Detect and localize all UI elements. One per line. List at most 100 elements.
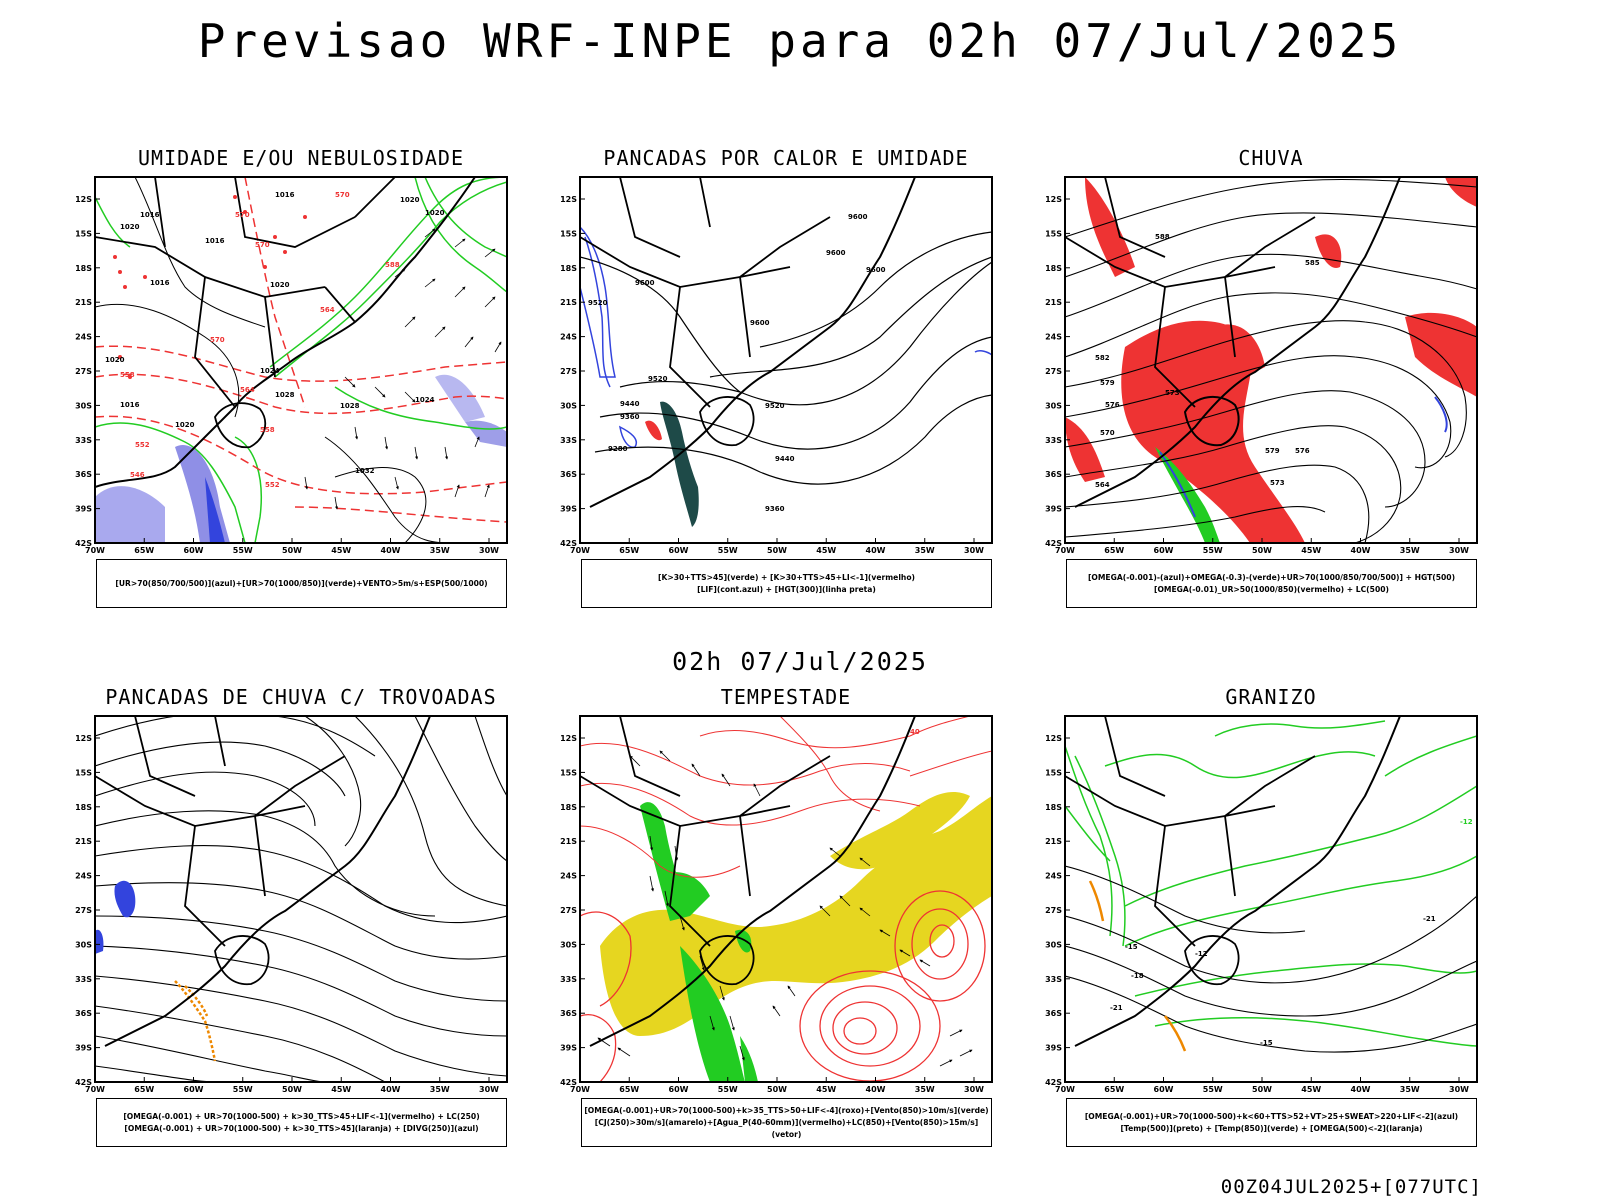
- svg-text:-21: -21: [1423, 915, 1436, 923]
- humidity-mid-levels: [465, 420, 507, 447]
- lat-tick-label: 39S: [1045, 1044, 1062, 1053]
- svg-text:564: 564: [1095, 481, 1110, 489]
- state-borders: [580, 177, 831, 408]
- hgt300-contour: [580, 256, 741, 393]
- legend-line: [K>30+TTS>45](verde) + [K>30+TTS>45+LI<-…: [657, 572, 916, 582]
- lon-tick-label: 35W: [430, 1085, 450, 1094]
- lif-blue-contour: [974, 350, 992, 356]
- lon-tick-label: 40W: [381, 546, 401, 555]
- lon-tick-label: 55W: [718, 1085, 738, 1094]
- lat-tick-label: 18S: [75, 803, 92, 812]
- lat-tick-label: 36S: [1045, 1009, 1062, 1018]
- svg-text:9520: 9520: [765, 402, 785, 410]
- lon-tick-label: 50W: [1252, 546, 1272, 555]
- lon-tick-label: 45W: [331, 1085, 351, 1094]
- lat-tick-label: 36S: [560, 1009, 577, 1018]
- lon-tick-label: 65W: [619, 546, 639, 555]
- lat-tick-label: 42S: [75, 1078, 92, 1087]
- svg-text:552: 552: [135, 441, 150, 449]
- coastline: [1074, 716, 1401, 1047]
- dark-teal-area: [660, 401, 699, 527]
- lat-tick-label: 33S: [1045, 436, 1062, 445]
- lat-tick-label: 30S: [560, 401, 577, 410]
- svg-text:588: 588: [1155, 233, 1170, 241]
- state-borders: [95, 177, 396, 408]
- svg-text:1020: 1020: [105, 356, 125, 364]
- svg-text:579: 579: [1265, 447, 1280, 455]
- lon-tick-label: 45W: [816, 1085, 836, 1094]
- legend-granizo: [OMEGA(-0.001)+UR>70(1000-500)+k<60+TTS>…: [1066, 1098, 1477, 1147]
- lat-tick-label: 30S: [75, 401, 92, 410]
- humidity-low-levels: [95, 196, 131, 248]
- lon-tick-label: 65W: [1104, 546, 1124, 555]
- lat-tick-label: 12S: [560, 734, 577, 743]
- lat-tick-label: 12S: [75, 195, 92, 204]
- legend-chuva: [OMEGA(-0.001)-(azul)+OMEGA(-0.3)-(verde…: [1066, 559, 1477, 608]
- svg-text:-12: -12: [1460, 818, 1473, 826]
- svg-text:1020: 1020: [270, 281, 290, 289]
- lat-tick-label: 15S: [560, 229, 577, 238]
- temp850-contours: [1065, 720, 1477, 1047]
- legend-line: [CJ(250)>30m/s](amarelo)+[Agua_P(40-60mm…: [594, 1117, 979, 1139]
- omega-orange: [1088, 880, 1105, 922]
- lon-tick-label: 30W: [479, 546, 499, 555]
- wind-vectors: [597, 750, 973, 1067]
- lat-tick-label: 36S: [75, 470, 92, 479]
- jet-stream-yellow: [830, 791, 970, 870]
- rain-area: [1215, 324, 1265, 377]
- uruguay-border: [214, 402, 267, 449]
- svg-text:585: 585: [1305, 259, 1320, 267]
- lon-tick-label: 50W: [767, 1085, 787, 1094]
- convection-orange: [174, 980, 217, 1062]
- map-frame: [1064, 715, 1478, 1083]
- humidity-low-levels: [424, 177, 507, 258]
- lat-tick-label: 15S: [560, 768, 577, 777]
- lat-tick-label: 39S: [75, 505, 92, 514]
- lon-tick-label: 45W: [1301, 546, 1321, 555]
- lon-tick-label: 35W: [1400, 546, 1420, 555]
- lat-tick-label: 21S: [1045, 298, 1062, 307]
- lat-tick-label: 24S: [1045, 872, 1062, 881]
- svg-text:1028: 1028: [340, 402, 360, 410]
- lat-tick-label: 30S: [1045, 401, 1062, 410]
- svg-text:9600: 9600: [635, 279, 655, 287]
- lat-tick-label: 15S: [75, 229, 92, 238]
- main-title: Previsao WRF-INPE para 02h 07/Jul/2025: [197, 14, 1403, 68]
- lat-tick-label: 39S: [560, 505, 577, 514]
- lat-tick-label: 12S: [1045, 195, 1062, 204]
- legend-trovoadas: [OMEGA(-0.001) + UR>70(1000-500) + k>30_…: [96, 1098, 507, 1147]
- legend-line: [LIF](cont.azul) + [HGT(300)](linha pret…: [697, 584, 876, 594]
- legend-line: [OMEGA(-0.001)+UR>70(1000-500)+k>35_TTS>…: [584, 1105, 989, 1115]
- lon-tick-label: 60W: [184, 1085, 204, 1094]
- lat-tick-label: 21S: [560, 298, 577, 307]
- svg-text:40: 40: [910, 728, 920, 736]
- wind850-green: [735, 929, 752, 953]
- rain-area: [1445, 177, 1477, 207]
- lon-tick-label: 60W: [1154, 546, 1174, 555]
- svg-text:-21: -21: [1110, 1004, 1123, 1012]
- lon-tick-label: 45W: [1301, 1085, 1321, 1094]
- hgt300-contour: [759, 231, 992, 348]
- svg-text:552: 552: [265, 481, 280, 489]
- lon-tick-label: 40W: [381, 1085, 401, 1094]
- legend-line: [OMEGA(-0.01)_UR>50(1000/850)(vermelho) …: [1154, 584, 1389, 594]
- humidity-mid-levels: [435, 374, 485, 422]
- state-borders: [1065, 177, 1316, 408]
- lon-tick-label: 50W: [282, 1085, 302, 1094]
- lat-tick-label: 12S: [560, 195, 577, 204]
- divergence-blue: [95, 929, 104, 954]
- lon-tick-label: 70W: [1055, 1085, 1075, 1094]
- lon-tick-label: 35W: [430, 546, 450, 555]
- svg-text:-15: -15: [1125, 943, 1138, 951]
- humidity-low-levels: [334, 386, 507, 430]
- lon-tick-label: 30W: [1449, 546, 1469, 555]
- wind850-green: [740, 1036, 758, 1082]
- coastline: [589, 177, 916, 508]
- lon-tick-label: 60W: [669, 546, 689, 555]
- omega-orange: [1164, 1015, 1187, 1052]
- svg-text:1020: 1020: [120, 223, 140, 231]
- lat-tick-label: 12S: [75, 734, 92, 743]
- lat-tick-label: 42S: [75, 539, 92, 548]
- lon-tick-label: 50W: [1252, 1085, 1272, 1094]
- lon-tick-label: 45W: [331, 546, 351, 555]
